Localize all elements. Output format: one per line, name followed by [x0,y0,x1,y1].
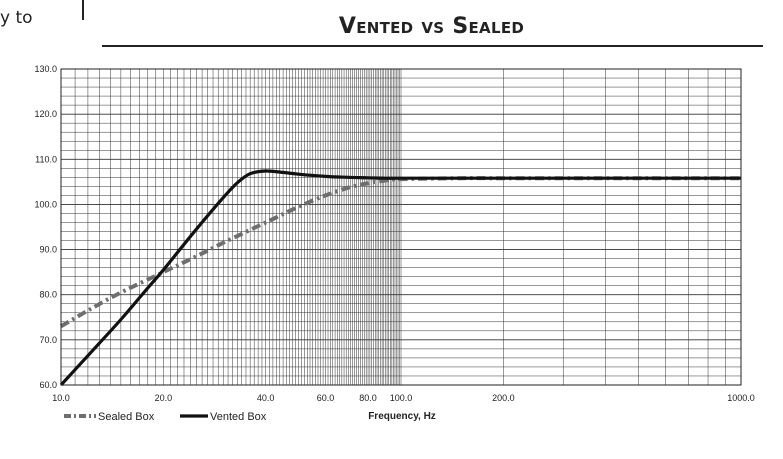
page-text-fragment: y to [0,8,33,28]
chart-title: Vented vs Sealed [338,14,525,39]
x-tick-label: 40.0 [257,393,275,403]
y-tick-label: 110.0 [35,154,57,164]
page-vertical-rule [82,0,84,20]
x-tick-label: 1000.0 [727,393,755,403]
x-tick-label: 60.0 [317,393,335,403]
series-line-vented-box [59,169,741,387]
y-tick-label: 60.0 [39,380,57,390]
x-tick-label: 200.0 [492,393,515,403]
series-lines [59,169,741,387]
y-tick-label: 130.0 [34,64,57,74]
y-tick-label: 80.0 [39,290,57,300]
y-tick-label: 90.0 [39,245,57,255]
y-tick-label: 100.0 [34,199,57,209]
legend-label-vented-box: Vented Box [210,411,267,423]
x-tick-label: 100.0 [390,393,413,403]
x-axis-label: Frequency, Hz [368,411,436,422]
axis-labels: 130.0 120.0 110.0 100.0 90.0 80.0 70.0 60.0 10.0… [34,64,754,403]
x-tick-label: 10.0 [52,393,70,403]
legend-label-sealed-box: Sealed Box [98,411,155,423]
x-tick-label: 80.0 [359,393,377,403]
y-tick-label: 70.0 [39,335,57,345]
y-tick-label: 120.0 [34,109,57,119]
x-tick-label: 20.0 [155,393,173,403]
plot-frame [60,68,742,386]
grid-lines [60,68,742,386]
legend: Sealed Box Vented Box [64,411,267,423]
title-underline [102,45,763,47]
